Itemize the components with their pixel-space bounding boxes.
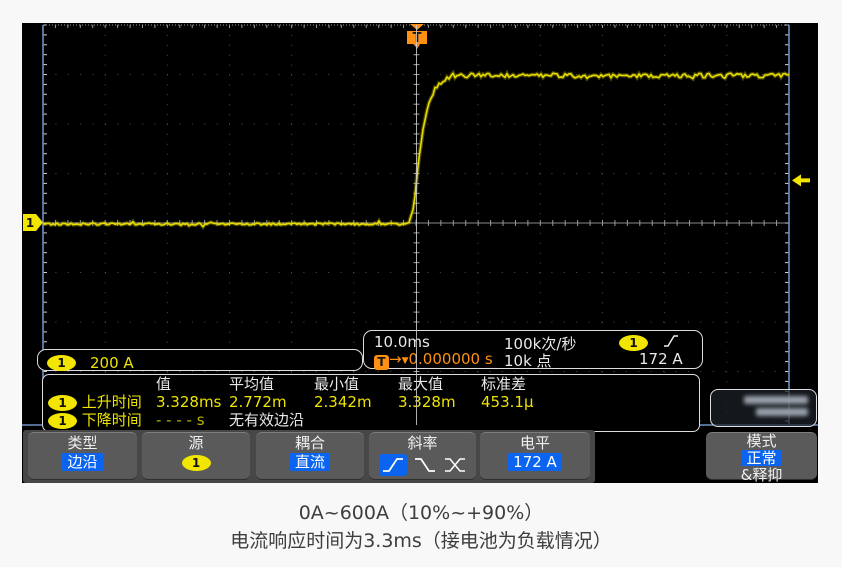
measurement-label: 上升时间 xyxy=(81,393,142,411)
measurement-table: 值 平均值 最小值 最大值 标准差 1 上升时间 3.328ms 2.772m … xyxy=(42,374,700,432)
col-header: 最小值 xyxy=(314,375,360,393)
caption-line-1: 0A~600A（10%~+90%） xyxy=(298,502,544,524)
menu-mode-button[interactable]: 模式 正常 &释抑 xyxy=(706,432,817,484)
trigger-source-badge: 1 xyxy=(619,334,648,351)
trigger-position-marker xyxy=(407,31,427,49)
trigger-t-icon: T xyxy=(374,355,389,370)
measurement-value: 2.772m xyxy=(229,393,287,411)
menu-title: 耦合 xyxy=(294,434,325,452)
trigger-slope-rising-icon xyxy=(663,335,678,347)
menu-coupling-button[interactable]: 耦合 直流 xyxy=(256,432,364,480)
measurement-header-row: 值 平均值 最小值 最大值 标准差 xyxy=(48,376,699,393)
menu-value-highlighted: 直流 xyxy=(289,453,330,471)
no-valid-edge-note: 无有效边沿 xyxy=(229,411,305,429)
either-edge-icon[interactable] xyxy=(443,455,467,475)
col-header: 平均值 xyxy=(229,375,275,393)
timebase-value: 10.0ms xyxy=(374,333,430,351)
menu-title: 电平 xyxy=(519,434,550,452)
channel-scale-value: 200 A xyxy=(90,353,134,372)
measurement-label: 下降时间 xyxy=(81,411,142,429)
menu-value-highlighted: 边沿 xyxy=(62,453,103,471)
menu-title: 源 xyxy=(188,434,204,452)
measurement-value: 3.328ms xyxy=(156,393,222,411)
trigger-level-value: 172 A xyxy=(639,350,683,368)
falling-edge-icon[interactable] xyxy=(413,455,437,475)
rising-edge-icon-selected[interactable] xyxy=(378,454,407,476)
channel-1-marker xyxy=(23,214,43,231)
trigger-offset-value: 0.000000 s xyxy=(408,350,493,368)
col-header: 最大值 xyxy=(398,375,444,393)
sample-rate: 100k次/秒 xyxy=(504,335,577,353)
measurement-value: 3.328m xyxy=(398,393,456,411)
channel-1-badge: 1 xyxy=(47,354,76,371)
notification-toast-blurred xyxy=(710,389,817,427)
measurement-value: - - - - s xyxy=(156,411,205,429)
menu-title: 模式 xyxy=(746,432,777,450)
menu-value-highlighted: 正常 xyxy=(741,450,782,466)
menu-slope-button[interactable]: 斜率 xyxy=(369,432,476,480)
rise-time-row: 1 上升时间 3.328ms 2.772m 2.342m 3.328m 453.… xyxy=(48,393,699,411)
memory-depth: 10k 点 xyxy=(504,352,552,370)
menu-level-button[interactable]: 电平 172 A xyxy=(480,432,590,480)
svg-text:1: 1 xyxy=(26,216,34,230)
fall-time-row: 1 下降时间 - - - - s 无有效边沿 xyxy=(48,411,699,429)
measurement-value: 2.342m xyxy=(314,393,372,411)
menu-value-highlighted: 172 A xyxy=(508,453,562,471)
menu-title: 斜率 xyxy=(407,434,438,452)
col-header: 标准差 xyxy=(481,375,527,393)
measurement-value: 453.1µ xyxy=(481,393,534,411)
menu-type-button[interactable]: 类型 边沿 xyxy=(28,432,137,480)
menu-mode-suffix: &释抑 xyxy=(740,466,783,484)
caption-line-2: 电流响应时间为3.3ms（接电池为负载情况） xyxy=(230,530,612,552)
svg-text:T: T xyxy=(413,31,422,46)
col-header: 值 xyxy=(156,375,172,393)
row-channel-badge: 1 xyxy=(48,394,77,411)
trigger-arrow-icon: → xyxy=(389,350,402,368)
blurred-text-line xyxy=(744,396,808,404)
trigger-triangle-icon: ▼ xyxy=(401,356,409,366)
menu-source-button[interactable]: 源 1 xyxy=(142,432,250,480)
trigger-position-line xyxy=(416,25,417,425)
trigger-level-arrow-icon xyxy=(792,174,810,187)
channel-scale-box: 1 200 A xyxy=(37,349,363,372)
row-channel-badge: 1 xyxy=(48,412,77,429)
softkey-menu: 类型 边沿 源 1 耦合 直流 斜率 电平 1 xyxy=(22,430,818,483)
figure-caption: 0A~600A（10%~+90%） 电流响应时间为3.3ms（接电池为负载情况） xyxy=(0,499,842,555)
blurred-text-line xyxy=(756,408,808,416)
menu-title: 类型 xyxy=(67,434,98,452)
status-box: 10.0ms 100k次/秒 1 T →▼0.000000 s 10k 点 172… xyxy=(363,330,703,370)
source-channel-badge: 1 xyxy=(181,454,211,471)
